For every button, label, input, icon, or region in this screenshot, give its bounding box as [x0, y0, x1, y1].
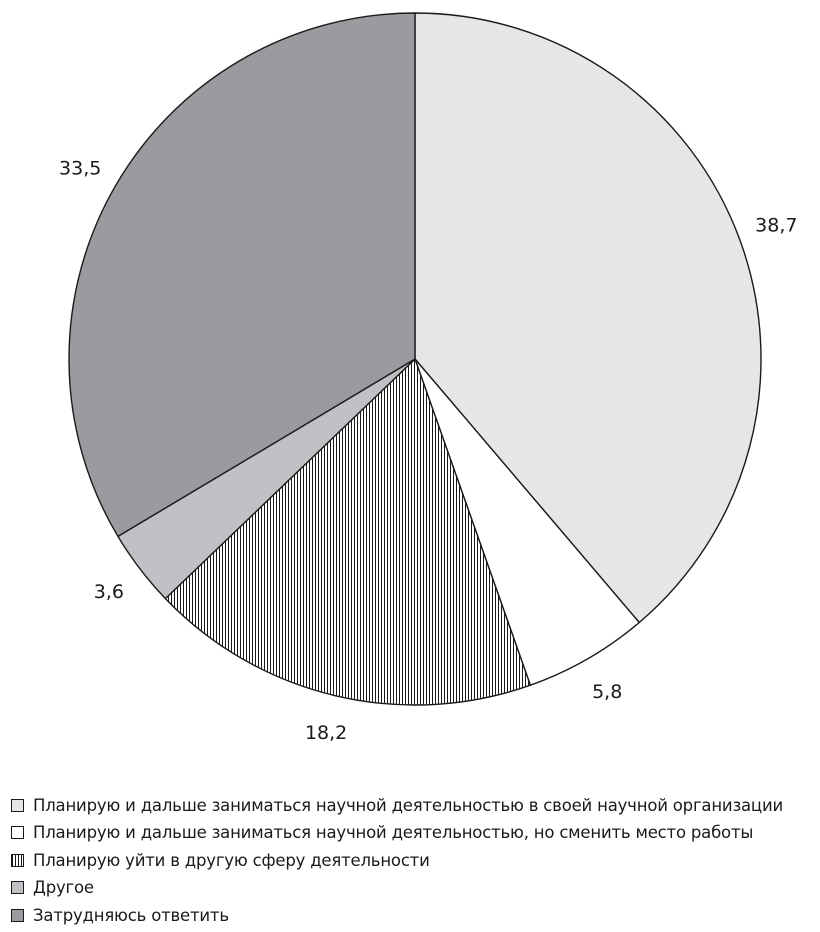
legend-label: Планирую и дальше заниматься научной дея… — [33, 823, 754, 842]
legend-label: Планирую и дальше заниматься научной дея… — [33, 795, 784, 815]
pie-slice-2 — [164, 358, 532, 706]
legend-label: Другое — [33, 878, 94, 897]
legend-item-hard-to-say: Затрудняюсь ответить — [11, 904, 783, 926]
pie-slice-0 — [414, 12, 762, 624]
slice-value-label: 3,6 — [94, 581, 124, 603]
pie-slice-4 — [68, 12, 416, 538]
legend-item-other-field: Планирую уйти в другую сферу деятельност… — [11, 849, 783, 871]
slice-value-label: 18,2 — [305, 722, 347, 744]
legend-label: Затрудняюсь ответить — [33, 905, 229, 925]
legend-swatch — [11, 853, 24, 867]
legend-swatch — [11, 881, 24, 894]
legend-swatch — [11, 908, 24, 922]
legend-item-change-workplace: Планирую и дальше заниматься научной дея… — [11, 822, 783, 844]
pie-chart: 38,7 5,8 18,2 3,6 33,5 — [59, 12, 797, 745]
chart-legend: Планирую и дальше заниматься научной дея… — [11, 794, 783, 932]
legend-item-own-organization: Планирую и дальше заниматься научной дея… — [11, 794, 783, 816]
pie-slices — [68, 12, 762, 706]
pie-slice-1 — [414, 358, 640, 686]
legend-swatch — [11, 798, 24, 812]
slice-value-label: 38,7 — [755, 215, 797, 237]
slice-value-label: 33,5 — [59, 158, 101, 180]
legend-swatch — [11, 826, 24, 839]
slice-value-label: 5,8 — [592, 681, 622, 703]
slice-labels: 38,7 5,8 18,2 3,6 33,5 — [59, 158, 797, 745]
legend-item-other: Другое — [11, 877, 783, 899]
legend-label: Планирую уйти в другую сферу деятельност… — [33, 850, 430, 870]
